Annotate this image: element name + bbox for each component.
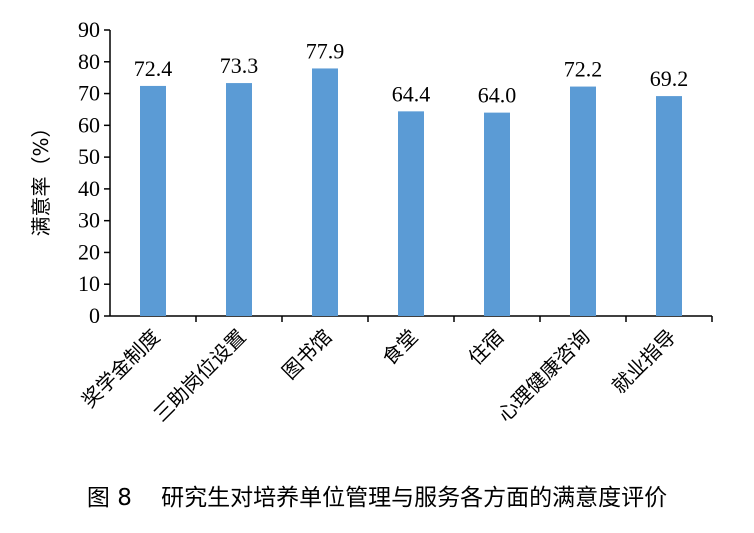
y-tick-label: 50 (78, 144, 100, 169)
bar (312, 68, 338, 316)
bar-value-label: 64.4 (392, 81, 431, 106)
y-axis-title: 满意率（%） (29, 117, 53, 236)
y-tick-label: 0 (89, 303, 100, 328)
x-category-label: 就业指导 (607, 325, 681, 399)
x-category-label: 图书馆 (277, 325, 336, 384)
bars (140, 68, 682, 317)
x-category-label: 食堂 (377, 325, 422, 370)
y-tick-label: 70 (78, 81, 100, 106)
x-category-label: 三助岗位设置 (149, 325, 251, 427)
bar (656, 96, 682, 316)
x-category-label: 奖学金制度 (77, 325, 165, 413)
y-axis: 0 10 20 30 40 50 60 70 80 90 (78, 17, 111, 328)
bar (226, 83, 252, 317)
x-category-label: 心理健康咨询 (493, 325, 595, 427)
y-tick-label: 40 (78, 176, 100, 201)
x-axis (110, 315, 713, 322)
bar (398, 111, 424, 317)
bar-chart: 0 10 20 30 40 50 60 70 80 90 72.4 73.3 77.9 64.4 64.0… (29, 17, 713, 427)
y-tick-label: 80 (78, 49, 100, 74)
bar (140, 85, 166, 316)
bar-value-label: 64.0 (478, 83, 517, 108)
data-labels: 72.4 73.3 77.9 64.4 64.0 72.2 69.2 (134, 38, 689, 107)
x-category-label: 住宿 (463, 325, 508, 370)
bar-value-label: 77.9 (306, 38, 345, 63)
y-tick-label: 20 (78, 239, 100, 264)
figure-caption: 图 8 研究生对培养单位管理与服务各方面的满意度评价 (86, 485, 668, 511)
y-tick-label: 90 (78, 17, 100, 42)
bar-value-label: 72.2 (564, 57, 603, 82)
bar-value-label: 69.2 (650, 66, 689, 91)
y-tick-label: 60 (78, 112, 100, 137)
y-tick-label: 10 (78, 271, 100, 296)
y-tick-label: 30 (78, 208, 100, 233)
bar-value-label: 73.3 (220, 53, 259, 78)
bar (570, 86, 596, 316)
bar-value-label: 72.4 (134, 56, 173, 81)
bar (484, 112, 510, 316)
